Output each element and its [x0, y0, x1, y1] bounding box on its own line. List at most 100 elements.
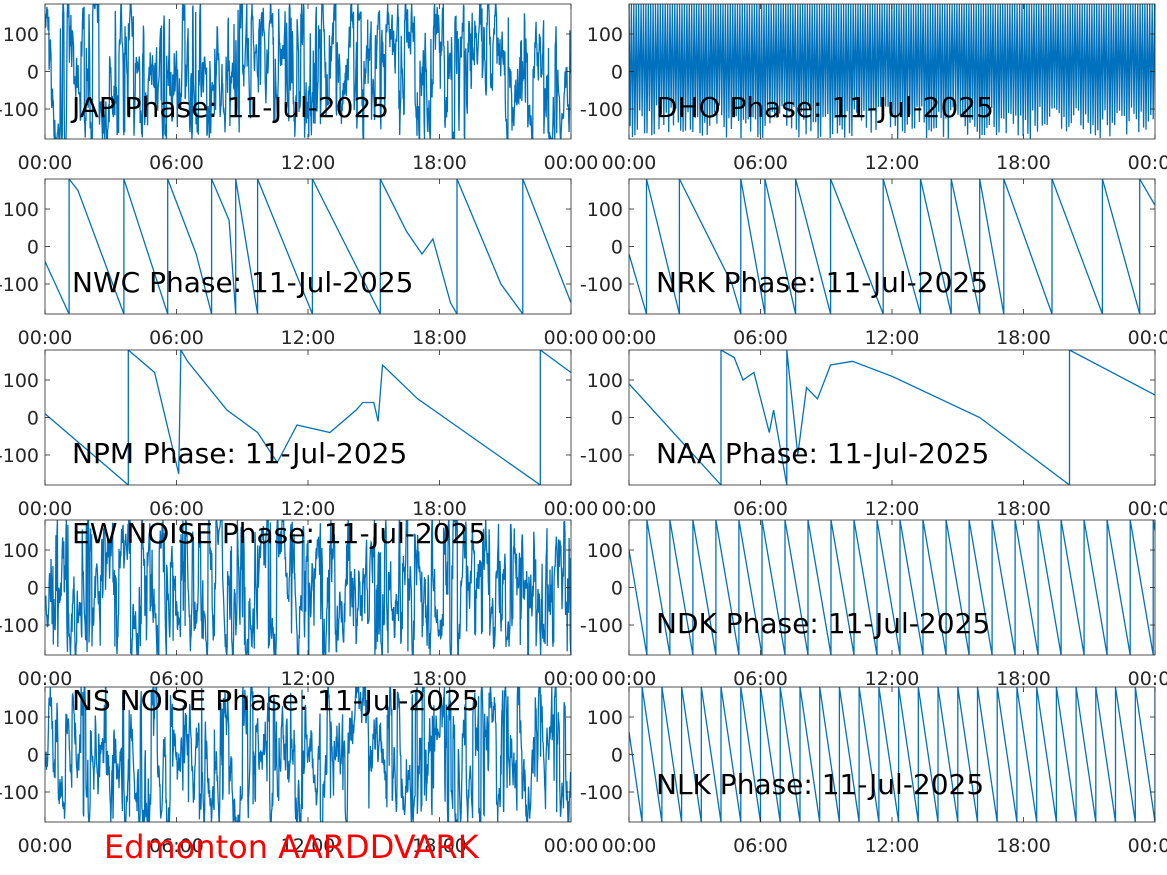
- y-tick-label: 0: [611, 237, 623, 259]
- phase-series-line: [629, 520, 1155, 655]
- x-tick-label: 06:00: [149, 498, 204, 520]
- x-tick-label: 18:00: [412, 152, 467, 174]
- x-tick-label: 12:00: [281, 668, 336, 690]
- x-tick-label: 00:00: [602, 835, 657, 857]
- phase-series-line: [45, 350, 571, 485]
- x-tick-label: 12:00: [865, 327, 920, 349]
- x-tick-label: 06:00: [733, 327, 788, 349]
- y-tick-label: 0: [611, 62, 623, 84]
- x-tick-label: 18:00: [996, 327, 1051, 349]
- x-tick-label: 06:00: [733, 498, 788, 520]
- x-tick-label: 00:00: [602, 152, 657, 174]
- x-tick-label: 00:00: [544, 668, 599, 690]
- x-tick-label: 00:00: [602, 498, 657, 520]
- x-tick-label: 06:00: [733, 152, 788, 174]
- phase-series-line: [45, 520, 571, 655]
- y-tick-label: 0: [27, 237, 39, 259]
- y-tick-label: -100: [0, 99, 39, 121]
- x-tick-label: 12:00: [865, 668, 920, 690]
- x-tick-label: 12:00: [865, 835, 920, 857]
- y-tick-label: 0: [27, 745, 39, 767]
- x-tick-label: 06:00: [149, 152, 204, 174]
- x-tick-label: 12:00: [281, 152, 336, 174]
- x-tick-label: 00:00: [602, 327, 657, 349]
- x-tick-label: 18:00: [996, 152, 1051, 174]
- phase-series-line: [45, 687, 571, 822]
- x-tick-label: 18:00: [996, 668, 1051, 690]
- x-tick-label: 18:00: [412, 498, 467, 520]
- phase-panel: 100 0 -100 00:00 06:00 12:00 18:00 00:00 DHO Pha…: [580, 3, 1167, 174]
- phase-panel: 100 0 -100 00:00 06:00 12:00 18:00 00:00 NDK Pha…: [580, 519, 1167, 690]
- phase-panel: 100 0 -100 00:00 06:00 12:00 18:00 00:00 NRK Pha…: [580, 178, 1167, 349]
- y-tick-label: 100: [587, 199, 623, 221]
- x-tick-label: 12:00: [865, 152, 920, 174]
- x-tick-label: 00:00: [18, 152, 73, 174]
- phase-panel: 100 0 -100 00:00 06:00 12:00 18:00 00:00 NPM Pha…: [0, 349, 599, 520]
- y-tick-label: -100: [580, 615, 623, 637]
- x-tick-label: 18:00: [996, 498, 1051, 520]
- x-tick-label: 18:00: [412, 668, 467, 690]
- panel-title: JAP Phase: 11-Jul-2025: [70, 91, 389, 124]
- y-tick-label: -100: [0, 782, 39, 804]
- y-tick-label: -100: [0, 274, 39, 296]
- phase-series-line: [629, 687, 1155, 822]
- y-tick-label: 100: [587, 24, 623, 46]
- phase-panel: 100 0 -100 00:00 06:00 12:00 18:00 00:00 NAA Pha…: [580, 349, 1167, 520]
- y-tick-label: -100: [0, 445, 39, 467]
- phase-panel: 100 0 -100 00:00 06:00 12:00 18:00 00:00 NWC Pha…: [0, 178, 599, 349]
- y-tick-label: 100: [3, 370, 39, 392]
- y-tick-label: -100: [580, 782, 623, 804]
- x-tick-label: 06:00: [733, 668, 788, 690]
- phase-series-line: [45, 179, 571, 314]
- y-tick-label: -100: [580, 274, 623, 296]
- y-tick-label: 0: [611, 408, 623, 430]
- station-label: Edmonton AARDDVARK: [104, 828, 479, 866]
- x-tick-label: 00:00: [1128, 668, 1167, 690]
- x-tick-label: 00:00: [18, 327, 73, 349]
- y-tick-label: -100: [580, 445, 623, 467]
- y-tick-label: 100: [3, 540, 39, 562]
- x-tick-label: 00:00: [1128, 327, 1167, 349]
- x-tick-label: 12:00: [281, 498, 336, 520]
- panel-title: NAA Phase: 11-Jul-2025: [656, 437, 989, 470]
- x-tick-label: 12:00: [281, 327, 336, 349]
- x-tick-label: 00:00: [18, 835, 73, 857]
- phase-panel: 100 0 -100 00:00 06:00 12:00 18:00 00:00 NS NOIS…: [0, 684, 598, 857]
- y-tick-label: 100: [587, 707, 623, 729]
- y-tick-label: -100: [0, 615, 39, 637]
- x-tick-label: 06:00: [149, 668, 204, 690]
- y-tick-label: 0: [27, 578, 39, 600]
- phase-panel: 100 0 -100 00:00 06:00 12:00 18:00 00:00 JAP Pha…: [0, 3, 599, 174]
- x-tick-label: 00:00: [544, 327, 599, 349]
- y-tick-label: 100: [3, 199, 39, 221]
- x-tick-label: 12:00: [865, 498, 920, 520]
- y-tick-label: 0: [611, 745, 623, 767]
- panel-title: NLK Phase: 11-Jul-2025: [656, 768, 984, 801]
- x-tick-label: 00:00: [544, 498, 599, 520]
- y-tick-label: -100: [580, 99, 623, 121]
- phase-series-line: [629, 4, 1155, 139]
- y-tick-label: 0: [27, 62, 39, 84]
- panel-title: EW NOISE Phase: 11-Jul-2025: [72, 517, 486, 550]
- panel-title: NWC Phase: 11-Jul-2025: [72, 266, 413, 299]
- x-tick-label: 00:00: [18, 498, 73, 520]
- phase-panel: 100 0 -100 00:00 06:00 12:00 18:00 00:00 NLK Pha…: [580, 686, 1167, 857]
- phase-series-line: [45, 4, 571, 139]
- x-tick-label: 18:00: [996, 835, 1051, 857]
- x-tick-label: 00:00: [1128, 498, 1167, 520]
- x-tick-label: 00:00: [544, 152, 599, 174]
- y-tick-label: 0: [27, 408, 39, 430]
- y-tick-label: 100: [3, 707, 39, 729]
- x-tick-label: 06:00: [149, 835, 204, 857]
- panel-title: NDK Phase: 11-Jul-2025: [656, 607, 990, 640]
- panel-title: NPM Phase: 11-Jul-2025: [72, 437, 407, 470]
- x-tick-label: 00:00: [1128, 152, 1167, 174]
- y-tick-label: 0: [611, 578, 623, 600]
- phase-panel: 100 0 -100 00:00 06:00 12:00 18:00 00:00 EW NOIS…: [0, 517, 598, 690]
- x-tick-label: 00:00: [1128, 835, 1167, 857]
- x-tick-label: 18:00: [412, 327, 467, 349]
- x-tick-label: 12:00: [281, 835, 336, 857]
- y-tick-label: 100: [587, 540, 623, 562]
- phase-series-line: [629, 179, 1155, 314]
